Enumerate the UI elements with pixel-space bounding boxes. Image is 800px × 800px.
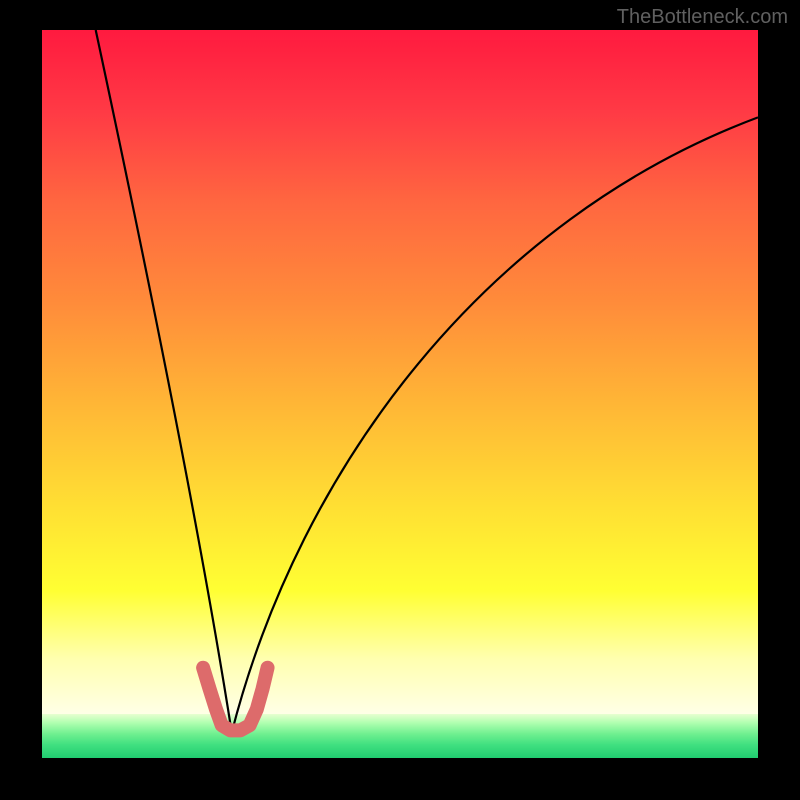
- curve-overlay: [42, 30, 758, 758]
- chart-area: [42, 30, 758, 758]
- bottleneck-curve: [96, 30, 758, 733]
- watermark-text: TheBottleneck.com: [617, 6, 788, 29]
